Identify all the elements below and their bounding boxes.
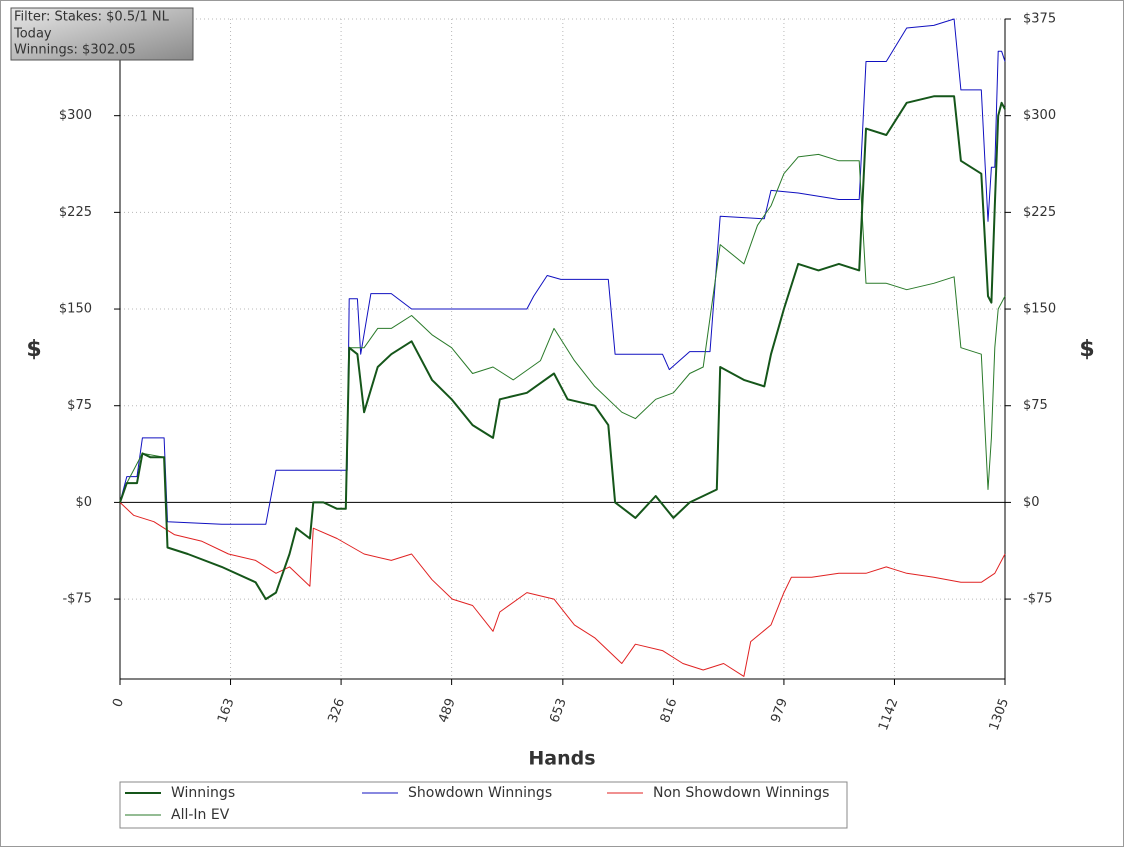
y2-tick-label: $375: [1023, 12, 1056, 27]
y-axis-label: $: [26, 337, 41, 362]
y2-tick-label: $75: [1023, 398, 1048, 413]
y2-tick-label: -$75: [1023, 592, 1053, 607]
y-tick-label: -$75: [62, 592, 92, 607]
legend-label: All-In EV: [171, 807, 230, 823]
y2-tick-label: $150: [1023, 302, 1056, 317]
x-axis-label: Hands: [528, 748, 595, 770]
y2-axis-label: $: [1079, 337, 1094, 362]
y-tick-label: $225: [59, 205, 92, 220]
y2-tick-label: $300: [1023, 108, 1056, 123]
y-tick-label: $75: [67, 398, 92, 413]
y-tick-label: $150: [59, 302, 92, 317]
series-line: [119, 95, 1006, 601]
legend: [119, 781, 848, 829]
series-line: [119, 18, 1006, 525]
info-line: Today: [13, 27, 52, 42]
y-tick-label: $300: [59, 108, 92, 123]
info-line: Winnings: $302.05: [14, 43, 136, 58]
legend-label: Showdown Winnings: [408, 785, 552, 801]
legend-label: Non Showdown Winnings: [653, 785, 829, 801]
info-box: [10, 7, 194, 61]
y2-tick-label: $225: [1023, 205, 1056, 220]
series-line: [119, 502, 1006, 677]
y2-tick-label: $0: [1023, 495, 1040, 510]
info-line: Filter: Stakes: $0.5/1 NL: [14, 10, 170, 25]
y-tick-label: $0: [75, 495, 92, 510]
legend-label: Winnings: [171, 785, 235, 801]
